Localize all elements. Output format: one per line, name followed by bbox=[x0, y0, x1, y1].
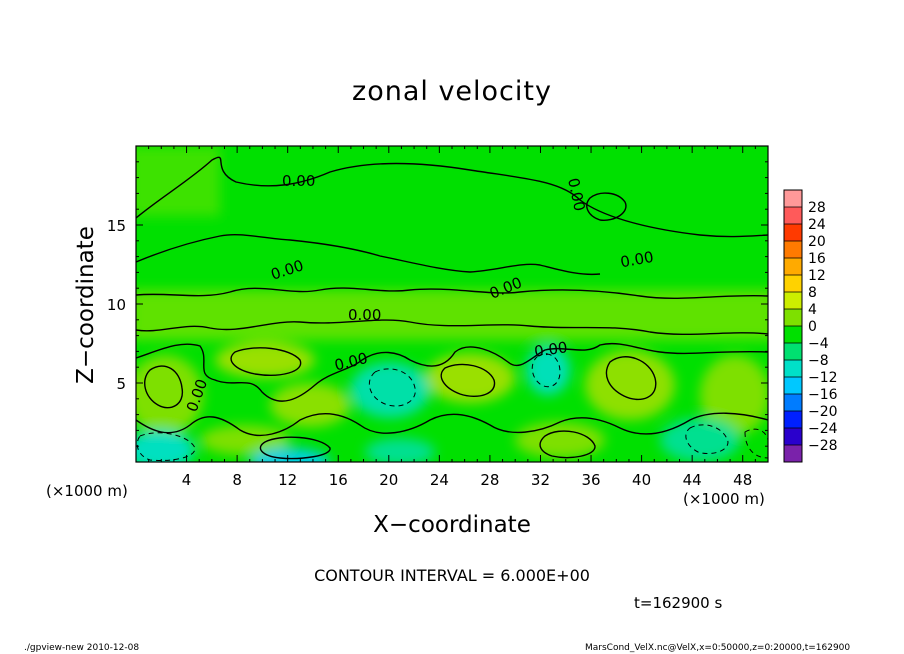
colorbar-swatch bbox=[784, 411, 802, 429]
colorbar-swatch bbox=[784, 224, 802, 242]
colorbar-swatch bbox=[784, 275, 802, 293]
y-tick-label: 5 bbox=[116, 375, 126, 393]
colorbar-swatch bbox=[784, 241, 802, 259]
colorbar-label: −16 bbox=[808, 387, 838, 403]
colorbar-swatch bbox=[784, 207, 802, 225]
y-tick-label: 15 bbox=[107, 217, 126, 235]
colorbar-label: 16 bbox=[808, 251, 826, 267]
colorbar-swatch bbox=[784, 190, 802, 208]
field-blob-pos-5 bbox=[585, 350, 675, 420]
colorbar-swatch bbox=[784, 326, 802, 344]
colorbar-swatch bbox=[784, 292, 802, 310]
colorbar-swatch bbox=[784, 445, 802, 463]
colorbar-label: 4 bbox=[808, 302, 817, 318]
x-tick-label: 40 bbox=[632, 471, 651, 489]
colorbar-swatch bbox=[784, 343, 802, 361]
colorbar-label: −4 bbox=[808, 336, 829, 352]
field-area: 0.00 0.00 0.00 0.00 0.00 0.00 0.00 0.00 … bbox=[125, 146, 775, 476]
colorbar-swatch bbox=[784, 428, 802, 446]
contour-label: 0.00 bbox=[282, 172, 315, 190]
colorbar-label: 28 bbox=[808, 200, 826, 216]
colorbar-label: −8 bbox=[808, 353, 829, 369]
colorbar-swatch bbox=[784, 309, 802, 327]
x-tick-label: 12 bbox=[278, 471, 297, 489]
x-tick-label: 24 bbox=[430, 471, 449, 489]
colorbar-label: −28 bbox=[808, 438, 838, 454]
field-band-pos-2 bbox=[130, 290, 775, 340]
colorbar-swatch bbox=[784, 258, 802, 276]
contour-label: 0.00 bbox=[348, 306, 381, 324]
field-blob-neg-1 bbox=[350, 362, 430, 418]
colorbar-swatch bbox=[784, 394, 802, 412]
field-band-pos-1 bbox=[130, 146, 220, 216]
x-tick-label: 4 bbox=[182, 471, 192, 489]
colorbar-label: 12 bbox=[808, 268, 826, 284]
colorbar-label: −12 bbox=[808, 370, 838, 386]
y-tick-label: 10 bbox=[107, 296, 126, 314]
colorbar-swatch bbox=[784, 377, 802, 395]
colorbar-swatch bbox=[784, 360, 802, 378]
colorbar-label: 24 bbox=[808, 217, 826, 233]
x-tick-label: 8 bbox=[232, 471, 242, 489]
colorbar-label: −20 bbox=[808, 404, 838, 420]
colorbar-label: 20 bbox=[808, 234, 826, 250]
x-tick-label: 44 bbox=[683, 471, 702, 489]
x-tick-label: 32 bbox=[531, 471, 550, 489]
field-blob-pos-4 bbox=[425, 353, 515, 403]
x-tick-label: 20 bbox=[379, 471, 398, 489]
x-tick-label: 48 bbox=[733, 471, 752, 489]
colorbar-label: 8 bbox=[808, 285, 817, 301]
colorbar-label: 0 bbox=[808, 319, 817, 335]
x-tick-label: 28 bbox=[480, 471, 499, 489]
colorbar-label: −24 bbox=[808, 421, 838, 437]
x-tick-label: 16 bbox=[329, 471, 348, 489]
x-tick-label: 36 bbox=[581, 471, 600, 489]
